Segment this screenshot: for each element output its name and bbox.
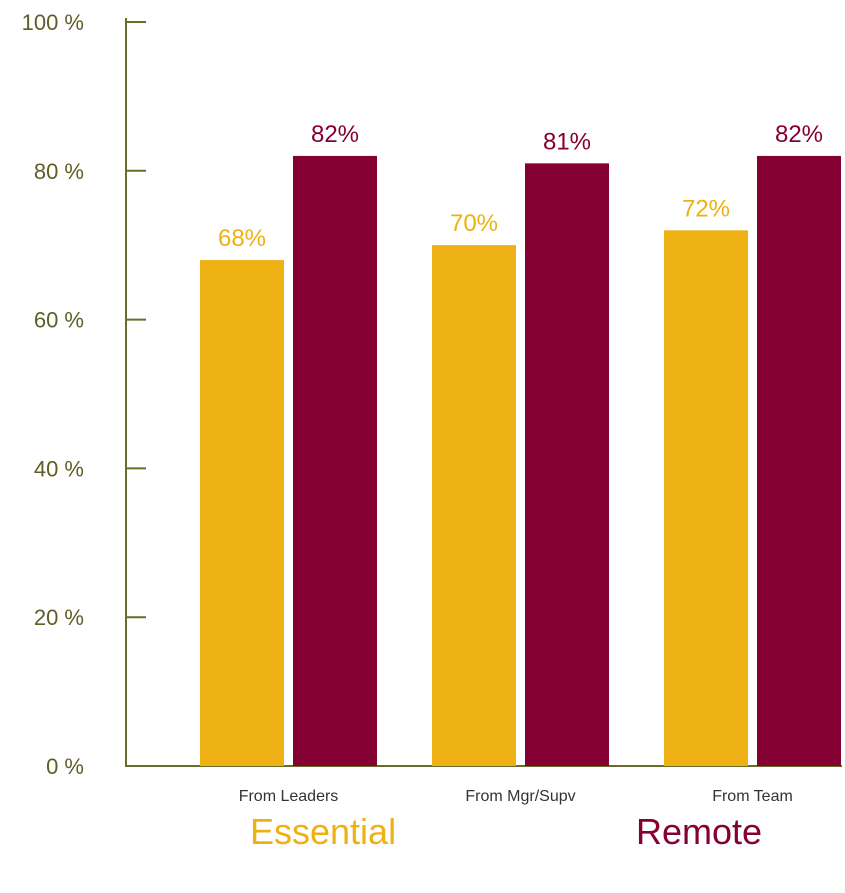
bar-remote xyxy=(293,155,377,767)
legend-remote: Remote xyxy=(636,811,763,852)
category-label: From Mgr/Supv xyxy=(465,788,575,805)
data-label: 72% xyxy=(682,195,730,222)
data-label: 68% xyxy=(218,225,266,252)
data-label: 81% xyxy=(543,128,591,155)
y-tick-label: 40 % xyxy=(34,456,84,481)
bar-essential xyxy=(200,260,284,766)
category-label: From Team xyxy=(712,788,793,805)
y-tick-label: 20 % xyxy=(34,605,84,630)
legend-essential: Essential xyxy=(250,811,397,852)
y-tick-label: 80 % xyxy=(34,159,84,184)
bar-remote xyxy=(757,155,841,767)
bar-remote xyxy=(525,163,609,767)
y-tick-label: 100 % xyxy=(22,10,84,35)
category-label: From Leaders xyxy=(239,788,339,805)
bar-essential xyxy=(664,230,748,766)
data-label: 70% xyxy=(450,210,498,237)
data-label: 82% xyxy=(775,121,823,148)
y-tick-label: 60 % xyxy=(34,308,84,333)
data-label: 82% xyxy=(311,121,359,148)
y-tick-label: 0 % xyxy=(46,754,84,779)
bar-essential xyxy=(432,245,516,766)
